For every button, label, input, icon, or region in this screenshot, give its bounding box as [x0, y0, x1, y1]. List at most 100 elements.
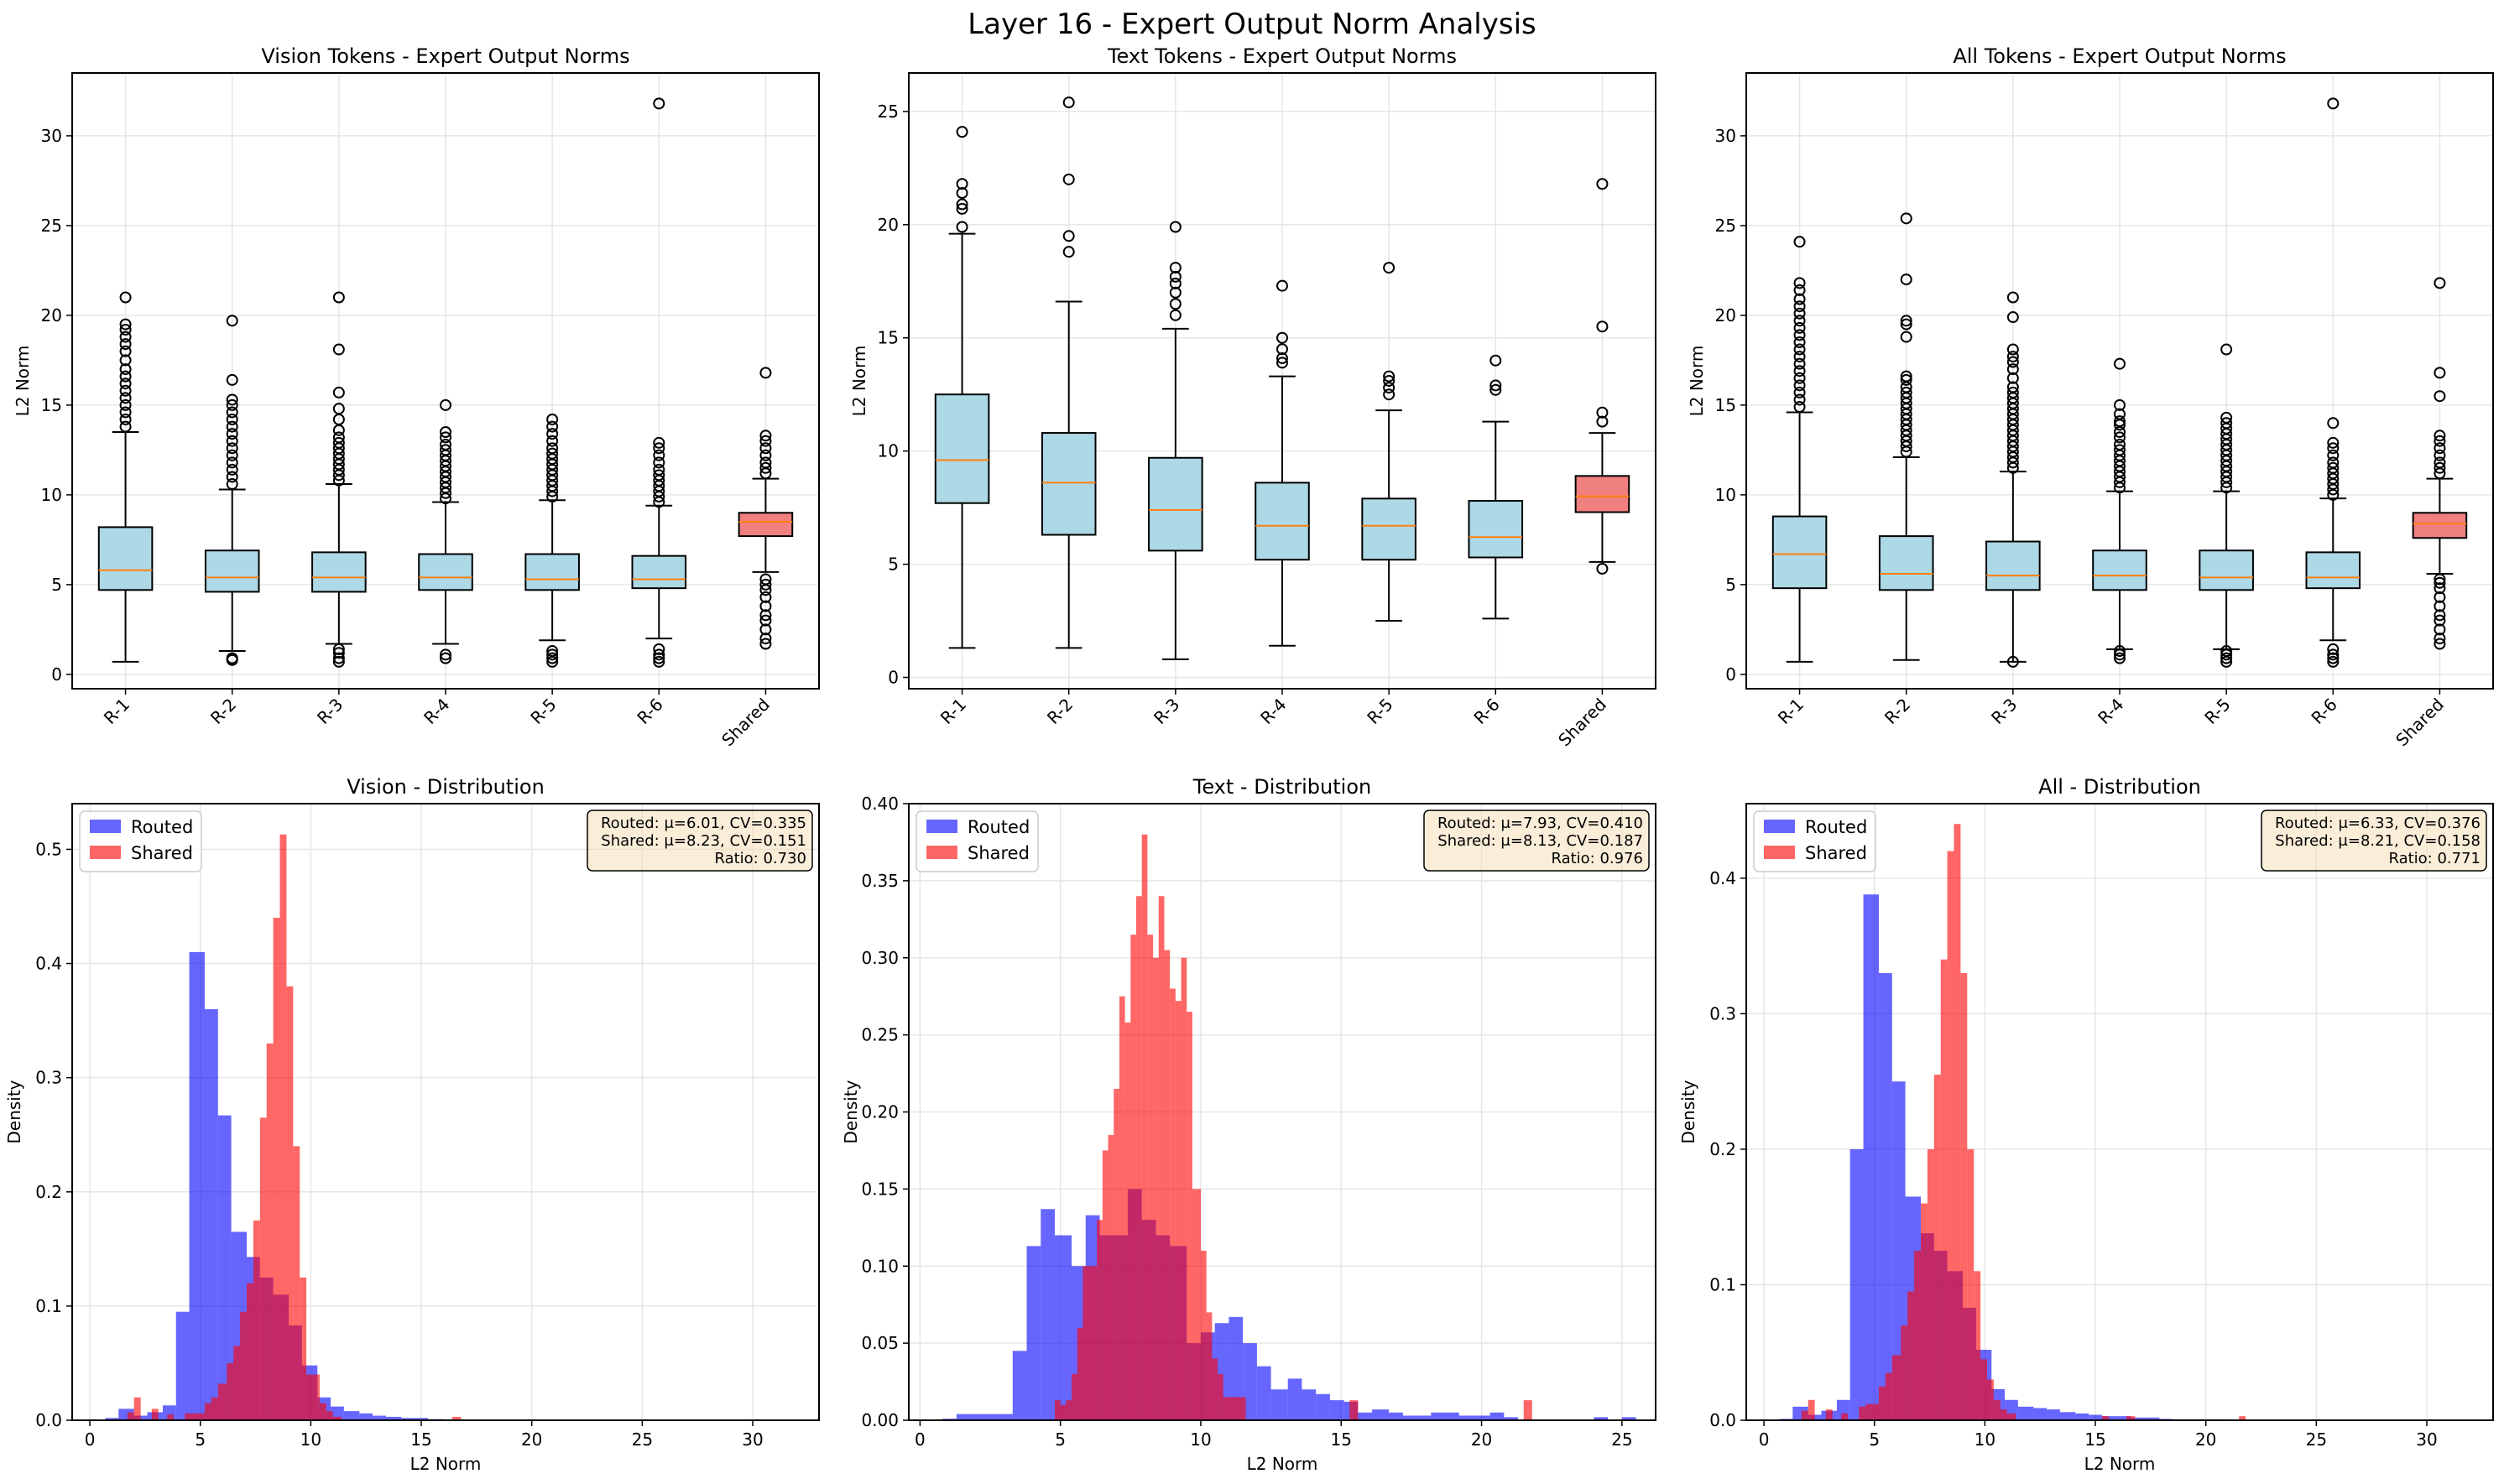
y-tick-label: 25	[41, 216, 62, 236]
histogram-bar	[1878, 972, 1892, 1420]
histogram-bar	[1993, 1399, 2001, 1420]
box-r-1	[1771, 236, 1828, 663]
outlier-point	[653, 442, 665, 455]
histogram-bar	[1206, 1312, 1213, 1420]
outlier-point	[2434, 367, 2446, 379]
outlier-point	[546, 435, 559, 447]
iqr-box	[2092, 549, 2147, 591]
outlier-point	[759, 461, 772, 474]
outlier-point	[759, 578, 772, 591]
outlier-point	[2006, 356, 2019, 368]
histogram-bar	[2047, 1409, 2060, 1420]
boxplot-panel: 0 5 10 15 20 25 30 R-1 R-2 R-3 R-4 R-5 R-6 Shared Visi…	[13, 44, 820, 750]
y-axis-label: Density	[4, 1080, 24, 1143]
box-shared	[1574, 178, 1630, 575]
boxplot-panel: 0 5 10 15 20 25 R-1 R-2 R-3 R-4 R-5 R-6 Shared Text T…	[849, 44, 1656, 750]
x-tick-label: R-3	[313, 695, 347, 728]
outlier-point	[1900, 370, 1912, 383]
x-tick-label: R-6	[633, 695, 666, 728]
histogram-bar	[1091, 1266, 1098, 1420]
histogram-bar	[1229, 1397, 1246, 1420]
outlier-point	[653, 456, 665, 469]
y-tick-label: 30	[41, 126, 62, 146]
outlier-point	[332, 403, 345, 415]
outlier-point	[546, 420, 559, 433]
histogram-bar	[175, 1311, 190, 1420]
outlier-point	[653, 655, 665, 668]
outlier-point	[653, 469, 665, 482]
y-tick-label: 10	[878, 441, 899, 461]
iqr-box	[311, 551, 367, 593]
histogram-bar	[217, 1383, 227, 1420]
histogram-bar	[1026, 1246, 1041, 1420]
outlier-point	[119, 378, 132, 390]
outlier-point	[1793, 386, 1806, 398]
outlier-point	[2327, 461, 2340, 474]
stats-line: Ratio: 0.771	[2388, 850, 2481, 867]
legend-label-routed: Routed	[968, 817, 1030, 837]
outlier-point	[759, 591, 772, 603]
outlier-point	[1169, 262, 1182, 274]
outlier-point	[2327, 648, 2340, 661]
outlier-point	[653, 449, 665, 461]
series-shared	[1054, 834, 1532, 1420]
outlier-point	[1169, 270, 1182, 283]
y-tick-label: 20	[1715, 305, 1736, 325]
legend-swatch-shared	[926, 846, 957, 859]
outlier-point	[332, 643, 345, 655]
iqr-box	[1878, 535, 1934, 591]
legend: Routed Shared	[79, 810, 202, 872]
y-tick-label: 0.1	[35, 1296, 62, 1316]
stats-frame	[587, 810, 813, 872]
outlier-point	[440, 648, 451, 661]
panel-title: Vision - Distribution	[347, 775, 545, 799]
histogram-bar	[1012, 1351, 1027, 1420]
outlier-point	[332, 655, 345, 668]
panel-title: Text - Distribution	[1192, 775, 1371, 799]
iqr-box	[738, 512, 794, 538]
histogram-bar	[1158, 896, 1165, 1420]
outlier-point	[2327, 655, 2340, 668]
outlier-point	[119, 331, 132, 343]
outlier-point	[546, 645, 559, 658]
iqr-box	[1255, 482, 1310, 561]
histogram-bar	[1523, 1400, 1532, 1420]
stats-line: Shared: μ=8.13, CV=0.187	[1437, 832, 1643, 850]
histogram-bar	[326, 1411, 333, 1420]
outlier-point	[759, 623, 772, 636]
outlier-point	[653, 463, 665, 476]
outlier-point	[759, 367, 772, 379]
outlier-point	[332, 343, 345, 356]
outlier-point	[1276, 343, 1288, 356]
legend-label-shared: Shared	[1805, 843, 1867, 863]
outlier-point	[653, 648, 665, 661]
panel-title: All Tokens - Expert Output Norms	[1953, 44, 2286, 68]
series-routed	[105, 951, 793, 1420]
outlier-point	[2006, 381, 2019, 393]
y-tick-label: 0.2	[35, 1182, 62, 1202]
histogram-bar	[1175, 1001, 1182, 1420]
histogram-bar	[1878, 1386, 1886, 1420]
y-tick-label: 0.5	[35, 839, 62, 859]
histogram-bar	[1097, 1220, 1103, 1420]
histogram-bar	[1967, 1148, 1975, 1420]
histogram-bar	[1416, 1415, 1432, 1420]
histogram-bar	[1153, 957, 1159, 1420]
outlier-point	[759, 573, 772, 586]
outlier-point	[226, 406, 238, 419]
box-r-2	[1878, 212, 1934, 661]
histogram-bar	[1372, 1409, 1390, 1420]
histogram-bar	[1885, 1372, 1892, 1420]
outlier-point	[440, 444, 451, 456]
x-tick-label: 25	[2306, 1429, 2327, 1450]
histogram-bar	[2239, 1416, 2246, 1420]
histogram-bar	[332, 1416, 342, 1420]
outlier-point	[2434, 609, 2446, 622]
histogram-bar	[956, 1414, 1013, 1420]
iqr-box	[934, 393, 990, 504]
histogram-bar	[167, 1414, 175, 1420]
histogram-bar	[1927, 1148, 1934, 1420]
histogram-bar	[1863, 894, 1879, 1420]
histogram-bar	[204, 1009, 218, 1420]
